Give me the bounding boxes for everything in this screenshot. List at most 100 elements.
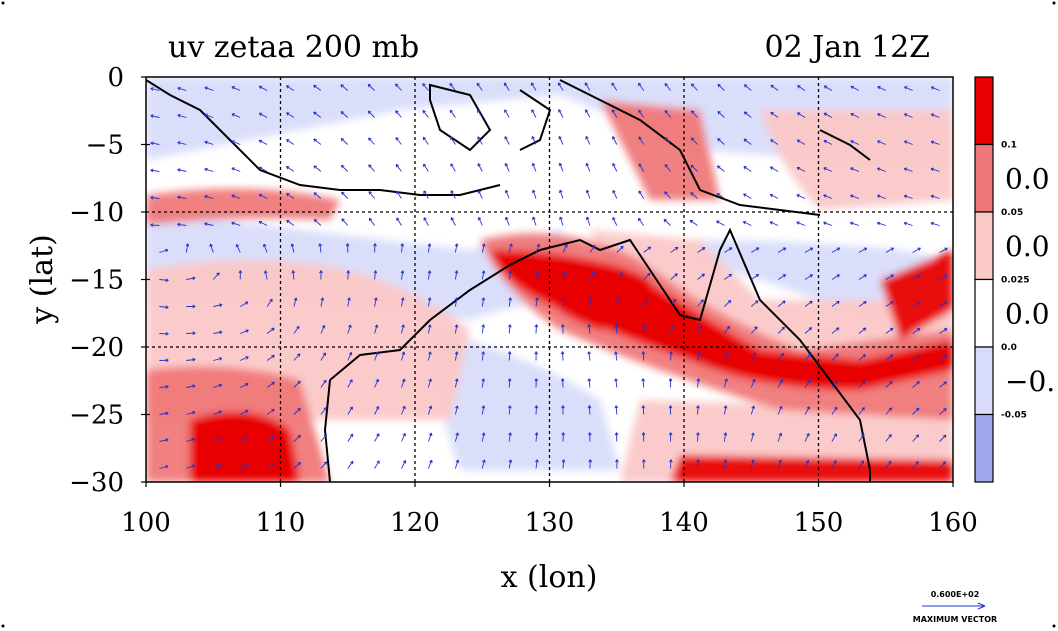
wind-vector [724, 247, 733, 253]
y-tick-label: 0 [107, 63, 124, 93]
wind-vector [177, 86, 187, 91]
colorbar-level-label: 0.1 [1001, 141, 1017, 151]
wind-vector [477, 190, 483, 199]
wind-vector [374, 297, 378, 307]
wind-vector [450, 163, 456, 172]
wind-vector [585, 189, 591, 199]
wind-vector [531, 162, 537, 172]
wind-vector [368, 164, 375, 172]
wind-vector [939, 461, 947, 469]
neg-region-north [146, 77, 953, 170]
wind-vector [186, 411, 196, 415]
wind-vector [823, 194, 833, 199]
wind-vector [796, 166, 806, 172]
wind-vector [258, 220, 268, 226]
wind-vector [293, 434, 301, 442]
wind-vector [373, 243, 377, 253]
wind-vector [939, 407, 947, 415]
wind-vector [696, 432, 700, 442]
wind-vector [258, 139, 268, 145]
wind-vector [903, 140, 913, 145]
wind-vector [454, 324, 459, 334]
wind-vector [612, 189, 618, 199]
wind-vector [508, 243, 513, 253]
wind-vector [668, 405, 673, 415]
wind-vector [717, 110, 725, 118]
wind-vector [258, 193, 268, 199]
wind-vector [912, 407, 920, 415]
colorbar-swatch [974, 346, 994, 416]
x-tick-label: 100 [121, 508, 171, 538]
wind-vector [930, 221, 940, 226]
y-axis: 0 −5 −10 −15 −20 −25 −30 [69, 63, 146, 498]
wind-vector [912, 327, 921, 334]
wind-vector [423, 217, 429, 226]
coast-new-guinea [559, 79, 821, 216]
wind-vector [374, 324, 379, 334]
wind-vector [481, 243, 486, 253]
coast-borneo [429, 83, 492, 152]
wind-vector [231, 86, 241, 91]
wind-vector [831, 247, 841, 253]
wind-vector [263, 243, 268, 253]
wind-vector [347, 406, 353, 415]
wind-vector [777, 300, 786, 307]
wind-vector [912, 274, 921, 280]
wind-vector [346, 270, 351, 280]
wind-vector [724, 299, 732, 307]
y-tick-label: −20 [69, 333, 124, 363]
wind-vector [159, 465, 169, 469]
pos-medium-ridge [146, 188, 340, 225]
wind-vector [313, 138, 322, 145]
vector-legend-value: 0.600E+02 [931, 590, 980, 599]
wind-vector [638, 109, 645, 118]
wind-vector [313, 192, 322, 199]
wind-vector [850, 140, 860, 145]
wind-vector [504, 136, 510, 145]
wind-vector [534, 378, 539, 388]
wind-vector [185, 243, 190, 253]
wind-vector [150, 195, 160, 200]
wind-vector [769, 166, 779, 172]
wind-vector [320, 434, 328, 442]
wind-vector [286, 139, 295, 145]
wind-vector [293, 325, 300, 334]
wind-vector [743, 111, 752, 118]
grid [146, 77, 953, 482]
wind-vector [159, 332, 169, 336]
wind-vector [508, 405, 512, 415]
wind-vector [770, 84, 779, 91]
wind-vector [374, 406, 380, 415]
wind-vector [716, 192, 725, 199]
wind-vector [585, 136, 591, 145]
wind-vector [320, 352, 327, 361]
wind-vector [395, 163, 402, 172]
wind-vector [319, 270, 323, 280]
wind-vector [724, 325, 730, 334]
wind-vector [374, 433, 380, 442]
wind-vector [930, 194, 940, 199]
wind-vector [831, 274, 840, 280]
colorbar: 0.1 0.05 0.025 0.0 -0.05 0.0 0.0 0.0 −0. [974, 76, 1055, 483]
neg-region-central [430, 330, 620, 470]
wind-vector [823, 85, 833, 91]
wind-vector [615, 459, 619, 469]
wind-vector [505, 216, 510, 226]
wind-vector [831, 433, 837, 442]
wind-vector [558, 109, 564, 118]
x-axis: 100 110 120 130 140 150 160 [121, 482, 978, 538]
wind-vector [750, 352, 757, 361]
wind-vector [697, 299, 704, 307]
wind-vector [643, 298, 649, 307]
wind-vector [239, 409, 249, 415]
wind-vector [450, 190, 456, 199]
wind-vector [396, 217, 402, 226]
wind-vector [561, 324, 565, 334]
wind-vector [427, 459, 433, 469]
wind-vector [885, 301, 894, 307]
vector-legend-label: MAXIMUM VECTOR [913, 615, 997, 624]
wind-vector [638, 190, 645, 199]
wind-vector [743, 138, 752, 145]
wind-vector [340, 164, 349, 172]
wind-vector [341, 191, 349, 199]
